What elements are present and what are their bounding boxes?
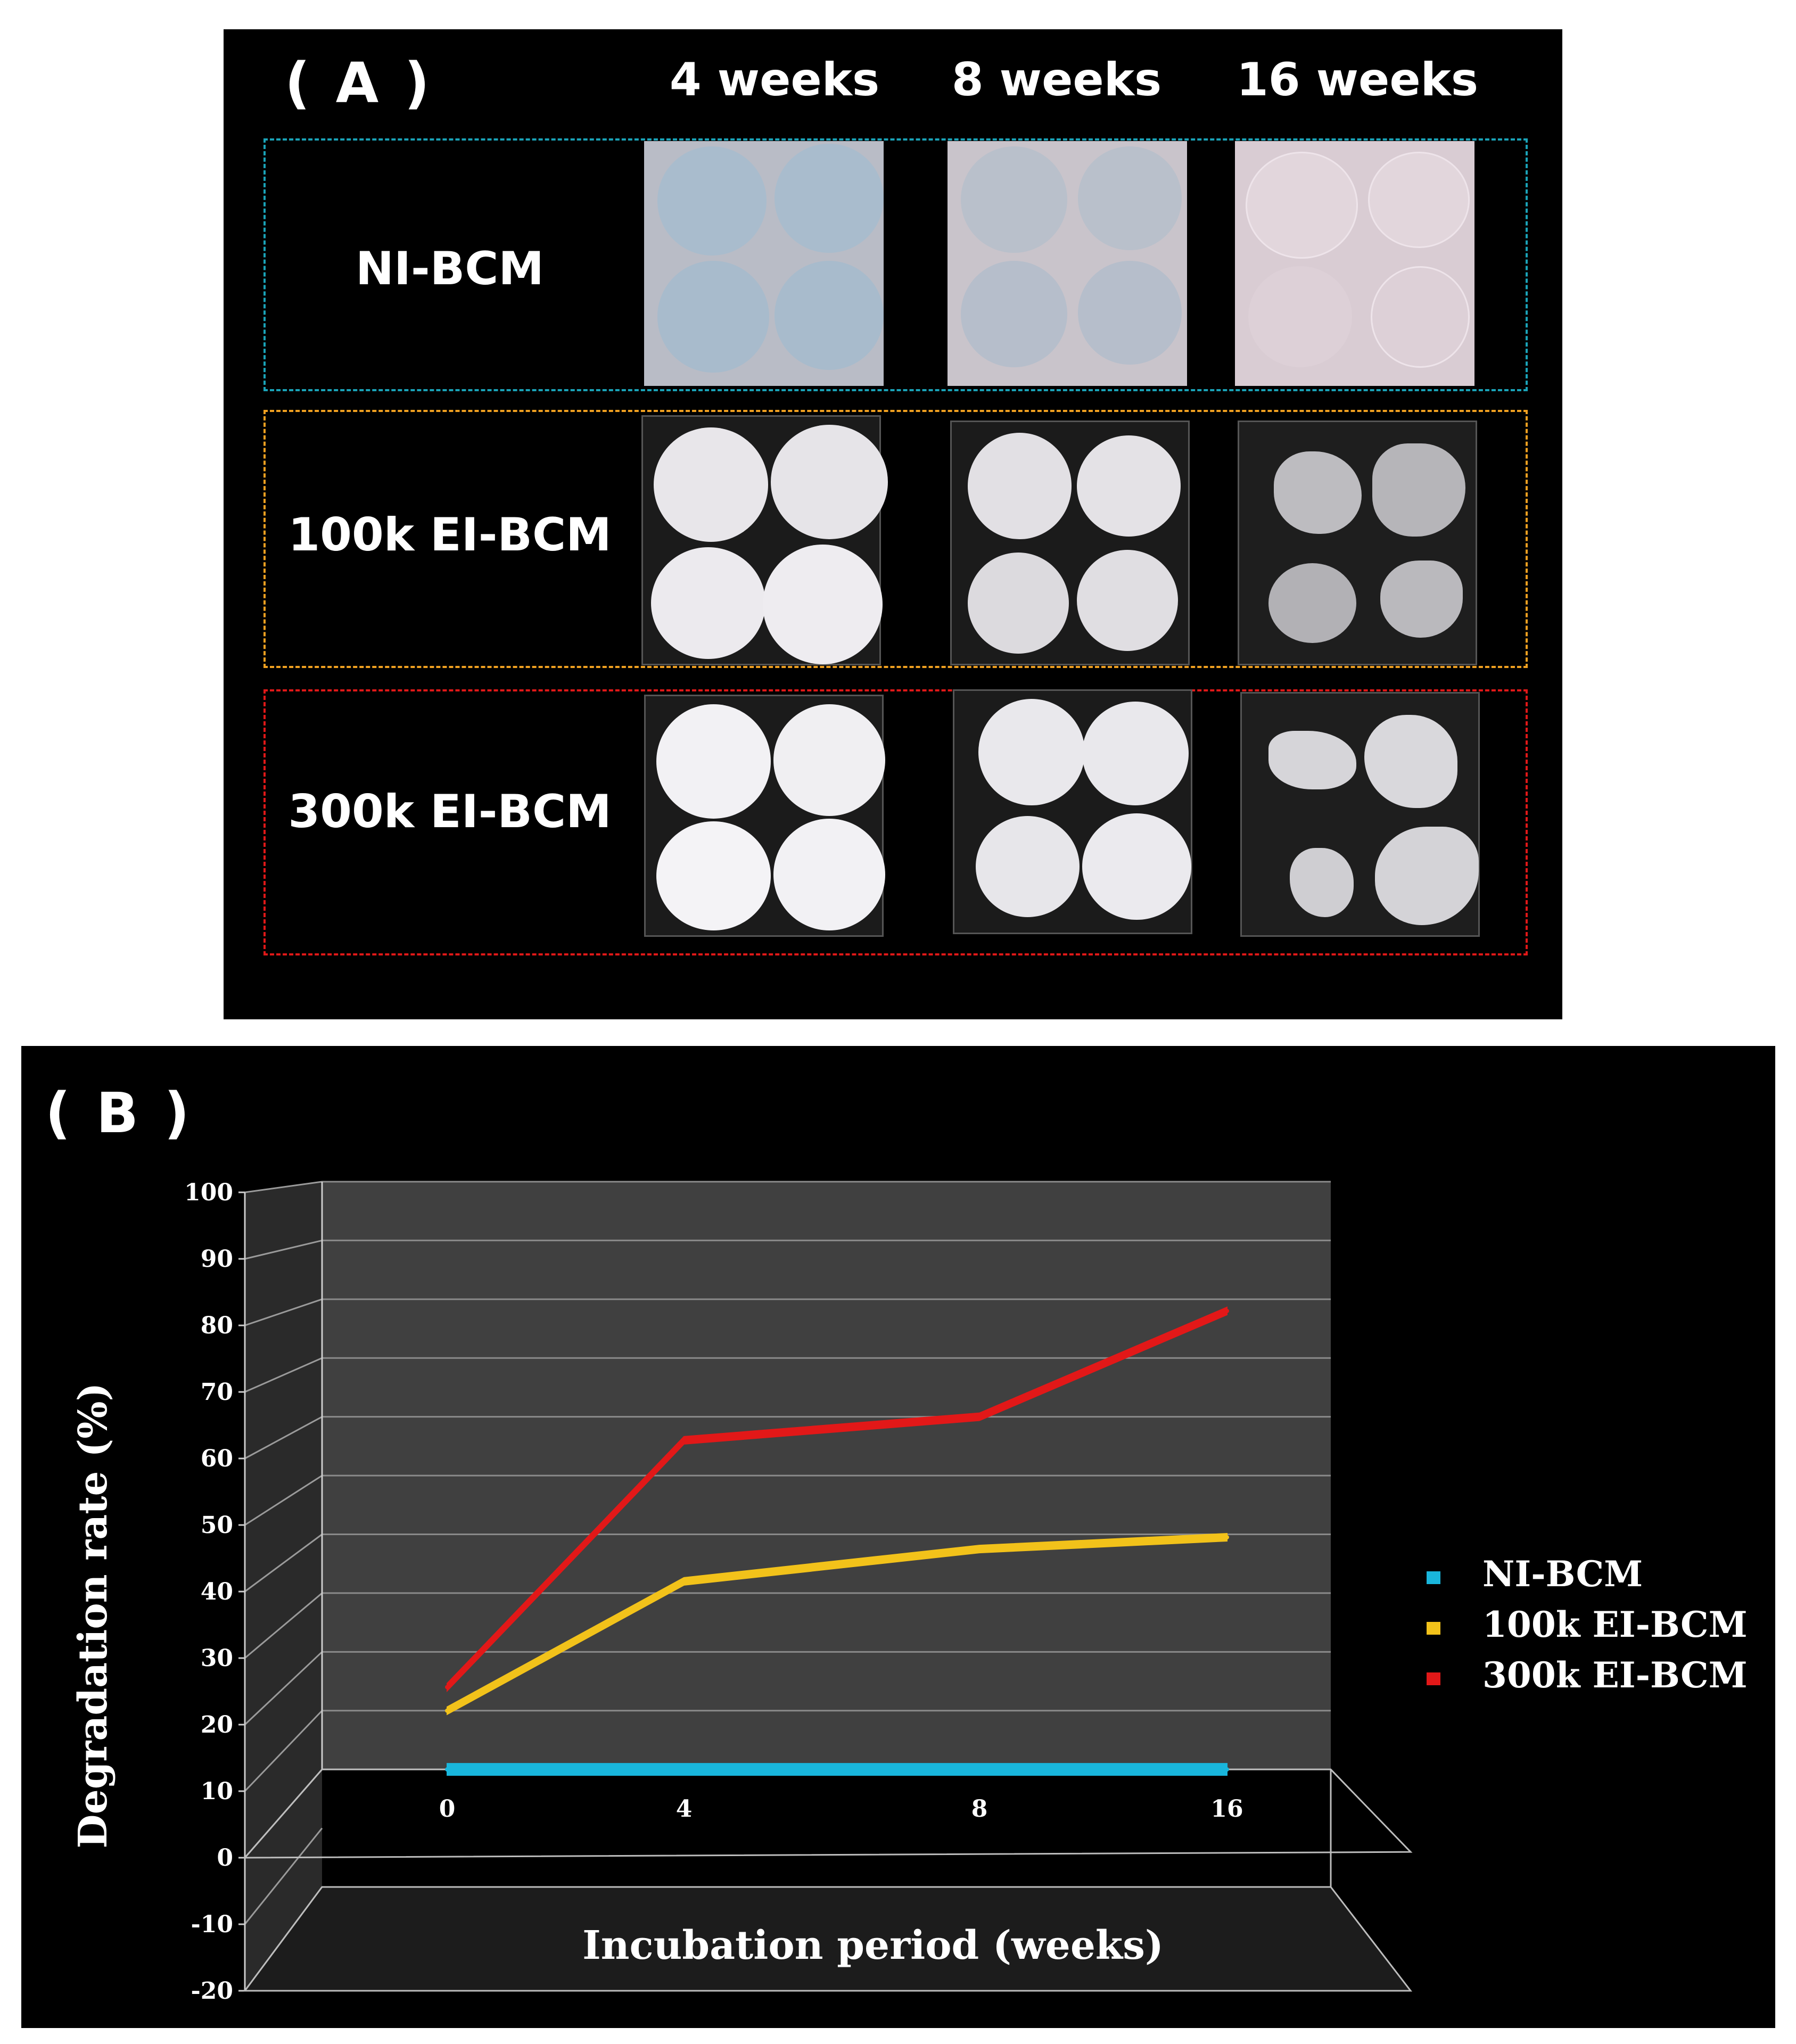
panel-b-label: ( B ) <box>45 1081 193 1145</box>
data-point <box>1225 1767 1229 1772</box>
data-point <box>445 1685 449 1689</box>
legend-entry: 100k EI-BCM <box>1482 1604 1748 1645</box>
panel-a-label: ( A ) <box>285 51 433 116</box>
side-gridline <box>244 1474 323 1526</box>
y-tick-label: 10 <box>201 1778 233 1805</box>
y-tick-label: -10 <box>191 1911 234 1938</box>
sample-photo-ni-bcm-8-weeks <box>948 141 1187 386</box>
chart-panel-b: ( B ) 100 90 80 70 60 50 40 30 20 10 0 -10 -20 0 4 8 16 D… <box>21 1046 1775 2028</box>
y-axis-title: Degradation rate (%) <box>70 1382 116 1848</box>
side-gridline <box>244 1181 323 1193</box>
sample-photo-100k-ei-bcm-4-weeks <box>641 415 888 665</box>
x-tick-label: 0 <box>439 1795 456 1823</box>
y-tick-label: 40 <box>201 1578 233 1605</box>
y-tick-label: -20 <box>191 1977 234 2005</box>
sample-photo-300k-ei-bcm-16-weeks <box>1240 692 1480 937</box>
side-gridline <box>244 1239 323 1260</box>
column-header-16-weeks: 16 weeks <box>1236 53 1479 106</box>
y-tick-label: 0 <box>217 1844 233 1872</box>
side-gridline <box>244 1651 323 1726</box>
side-gridline <box>244 1357 323 1393</box>
legend-entry: NI-BCM <box>1482 1553 1643 1595</box>
y-tick-label: 30 <box>201 1645 233 1672</box>
series-ribbon-1 <box>447 1532 1227 1716</box>
data-point <box>977 1547 982 1552</box>
data-point <box>1225 1535 1229 1540</box>
row-label-ni-bcm: NI-BCM <box>356 242 544 295</box>
y-tick-label: 50 <box>201 1512 233 1539</box>
legend-swatch <box>1427 1672 1440 1685</box>
column-header-8-weeks: 8 weeks <box>951 53 1162 106</box>
data-point <box>977 1767 982 1772</box>
x-axis-title: Incubation period (weeks) <box>582 1923 1164 1968</box>
side-gridline <box>244 1592 323 1659</box>
x-tick-label: 4 <box>676 1795 693 1823</box>
side-gridline <box>244 1827 323 1925</box>
y-tick-label: 70 <box>201 1379 233 1406</box>
y-tick-label: 60 <box>201 1445 233 1472</box>
y-tick-label: 90 <box>201 1246 233 1273</box>
sample-photo-300k-ei-bcm-8-weeks <box>953 689 1192 934</box>
x-tick-label: 16 <box>1210 1795 1243 1823</box>
side-gridline <box>244 1710 323 1792</box>
x-tick-label: 8 <box>971 1795 988 1823</box>
data-point <box>977 1414 982 1419</box>
data-point <box>682 1438 686 1443</box>
sample-photo-ni-bcm-4-weeks <box>644 141 884 386</box>
photo-panel-a: ( A ) 4 weeks 8 weeks 16 weeks NI-BCM 10… <box>224 29 1562 1019</box>
data-point <box>682 1767 686 1772</box>
series-ribbon-0 <box>447 1763 1227 1776</box>
column-header-4-weeks: 4 weeks <box>669 53 880 106</box>
row-box-300k-ei-bcm <box>263 689 1528 955</box>
sample-photo-100k-ei-bcm-16-weeks <box>1238 421 1477 665</box>
side-gridline <box>244 1416 323 1460</box>
row-box-ni-bcm <box>263 138 1528 391</box>
data-point <box>445 1708 449 1713</box>
row-box-100k-ei-bcm <box>263 410 1528 668</box>
data-point <box>682 1579 686 1584</box>
legend-entry: 300k EI-BCM <box>1482 1654 1748 1696</box>
y-tick-label: 100 <box>184 1179 233 1206</box>
side-gridline <box>244 1298 323 1326</box>
series-ribbon-2 <box>447 1306 1227 1693</box>
data-point <box>1225 1308 1229 1313</box>
y-tick-label: 80 <box>201 1312 233 1339</box>
sample-photo-300k-ei-bcm-4-weeks <box>644 695 885 937</box>
row-label-300k-ei-bcm: 300k EI-BCM <box>288 785 612 838</box>
legend-swatch <box>1427 1622 1440 1635</box>
legend-swatch <box>1427 1571 1440 1584</box>
data-point <box>445 1767 449 1772</box>
side-gridline <box>244 1534 323 1593</box>
chart-floor-bottom <box>243 1886 1413 1992</box>
y-tick-label: 20 <box>201 1711 233 1738</box>
sample-photo-ni-bcm-16-weeks <box>1235 141 1474 386</box>
row-label-100k-ei-bcm: 100k EI-BCM <box>288 508 612 562</box>
sample-photo-100k-ei-bcm-8-weeks <box>950 421 1190 665</box>
